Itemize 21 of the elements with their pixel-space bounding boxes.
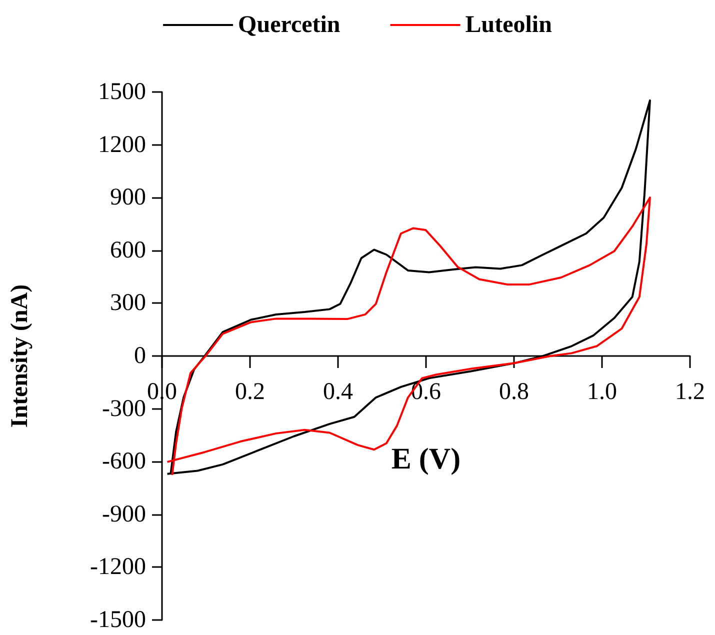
x-tick-label: 1.0	[587, 379, 617, 405]
y-tick-label: 600	[110, 237, 146, 264]
y-tick-label: 1200	[98, 132, 146, 158]
y-tick-label: 0	[134, 343, 146, 369]
x-tick-label: 1.2	[675, 379, 705, 405]
x-tick-label: 0.4	[323, 379, 353, 405]
y-axis-title: Intensity (nA)	[7, 284, 33, 428]
y-tick-label: 1500	[98, 79, 146, 105]
y-tick-label: -300	[102, 396, 146, 422]
y-tick-label: -1200	[90, 554, 146, 580]
legend-label: Quercetin	[238, 12, 340, 38]
legend-label: Luteolin	[465, 12, 552, 38]
x-tick-label: 0.2	[235, 379, 265, 405]
x-tick-label: 0.6	[411, 379, 441, 405]
y-tick-label: -600	[102, 448, 146, 475]
y-tick-label: -900	[102, 501, 146, 528]
x-tick-label: 0.8	[499, 379, 529, 405]
x-axis-title: E (V)	[391, 442, 461, 476]
y-tick-label: 300	[110, 290, 146, 316]
y-tick-label: -1500	[90, 607, 146, 633]
y-tick-label: 900	[110, 184, 146, 211]
